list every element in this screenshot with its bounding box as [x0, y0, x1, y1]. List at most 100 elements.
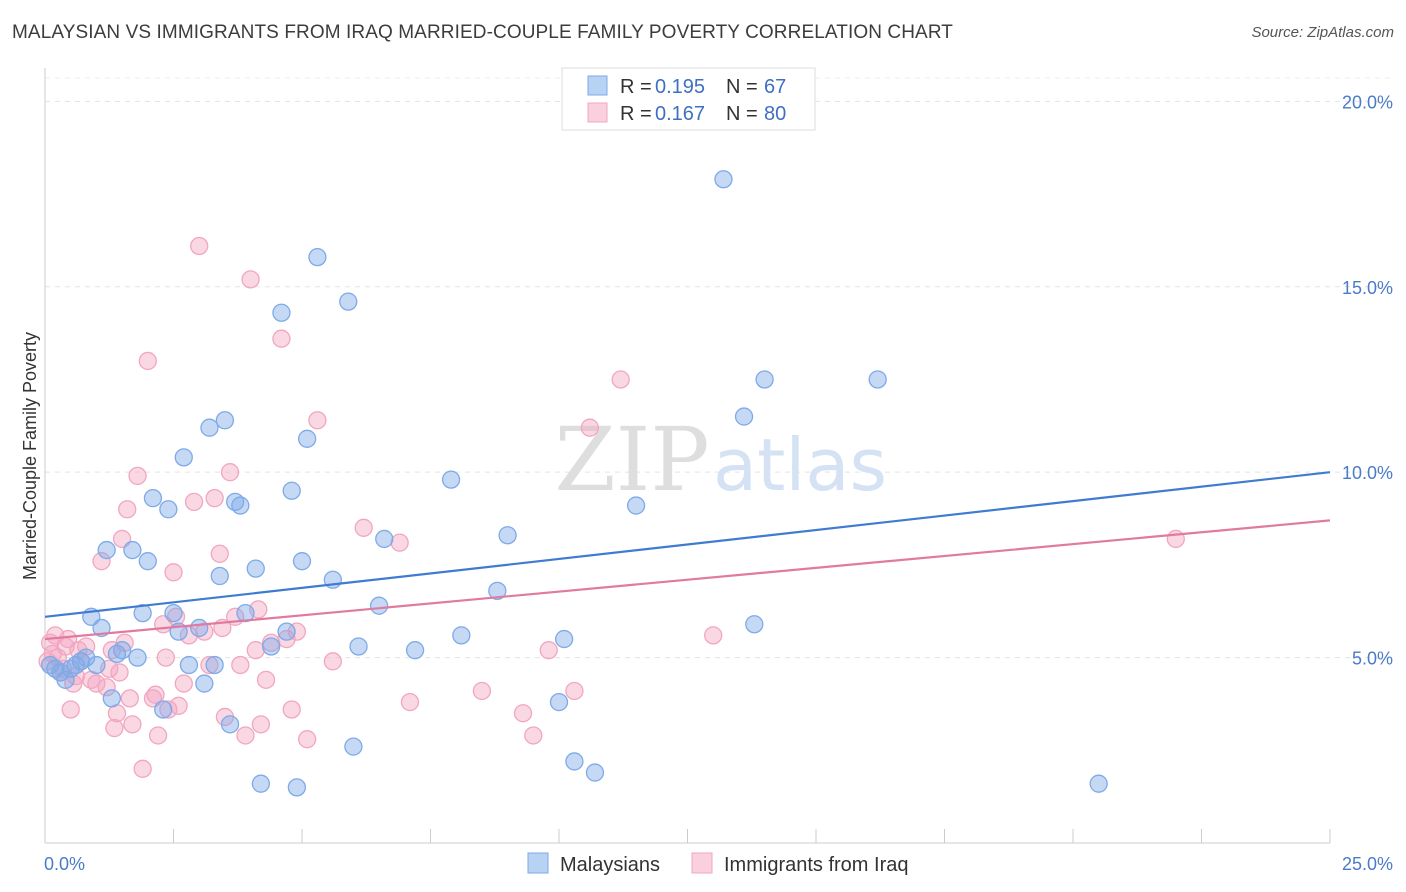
iraq-point-20 [138, 351, 157, 371]
stats-r-value-iraq: 0.167 [655, 103, 705, 125]
malaysian-point-44 [297, 429, 317, 448]
malaysian-point-65 [755, 370, 774, 389]
trend-lines [44, 471, 1331, 641]
iraq-point-61 [611, 370, 630, 389]
malaysian-point-52 [405, 641, 425, 660]
malaysian-point-34 [231, 496, 250, 515]
malaysian-point-32 [220, 715, 240, 734]
malaysian-point-24 [174, 448, 193, 467]
malaysian-point-40 [277, 622, 296, 641]
iraq-point-33 [205, 488, 224, 508]
iraq-point-76 [156, 648, 175, 667]
iraq-point-58 [539, 641, 558, 660]
iraq-point-36 [220, 463, 240, 482]
iraq-point-59 [565, 681, 584, 701]
iraq-point-69 [69, 641, 88, 660]
iraq-point-25 [164, 563, 183, 582]
iraq-point-60 [580, 418, 599, 437]
iraq-point-42 [251, 715, 271, 734]
iraq-point-18 [128, 466, 147, 486]
stats-r-label-malaysians: R = [620, 76, 652, 98]
stats-n-value-iraq: 80 [764, 103, 786, 125]
stats-n-label-iraq: N = [726, 103, 758, 125]
iraq-point-57 [524, 726, 543, 745]
malaysian-point-58 [554, 629, 574, 649]
malaysian-point-64 [745, 615, 764, 634]
iraq-point-75 [146, 685, 165, 704]
iraq-point-29 [184, 492, 204, 512]
bottom-legend: Malaysians Immigrants from Iraq [527, 852, 908, 876]
stats-n-label-malaysians: N = [726, 76, 758, 98]
y-tick-label-0: 5.0% [1352, 649, 1393, 669]
malaysian-point-57 [549, 692, 569, 712]
malaysian-point-62 [714, 170, 733, 189]
malaysian-point-41 [282, 481, 301, 500]
malaysian-point-59 [565, 752, 584, 771]
iraq-point-22 [148, 726, 168, 745]
malaysian-point-36 [246, 559, 265, 578]
x-tick-marks [44, 829, 1331, 843]
malaysian-point-11 [97, 540, 116, 560]
x-tick-label-max: 25.0% [1342, 854, 1393, 874]
malaysian-point-7 [76, 648, 96, 667]
x-tick-label-min: 0.0% [44, 854, 85, 874]
iraq-point-47 [282, 700, 301, 719]
iraq-point-40 [241, 270, 260, 289]
iraq-point-12 [97, 678, 116, 697]
iraq-point-48 [287, 622, 307, 641]
malaysian-point-53 [441, 470, 461, 489]
y-tick-label-3: 20.0% [1342, 92, 1393, 112]
malaysian-point-3 [56, 670, 75, 689]
malaysian-point-63 [734, 407, 754, 426]
iraq-point-16 [118, 500, 137, 519]
iraq-point-30 [190, 236, 209, 256]
malaysian-point-19 [143, 488, 163, 508]
iraq-point-51 [323, 652, 342, 671]
malaysian-point-37 [251, 774, 271, 793]
malaysian-point-67 [1089, 774, 1108, 793]
iraq-point-24 [159, 700, 178, 719]
malaysian-point-27 [195, 674, 214, 693]
iraq-point-11 [92, 552, 111, 571]
stats-legend: R = 0.195 N = 67 R = 0.167 N = 80 [561, 67, 816, 131]
malaysian-point-60 [585, 763, 605, 782]
stats-r-label-iraq: R = [620, 103, 652, 125]
iraq-point-32 [200, 655, 219, 675]
malaysian-point-38 [262, 637, 281, 656]
malaysian-point-26 [190, 618, 209, 638]
iraq-point-72 [110, 663, 129, 682]
malaysian-point-28 [200, 418, 219, 437]
iraq-point-43 [256, 670, 276, 689]
malaysian-point-55 [488, 581, 507, 600]
iraq-points [38, 236, 1185, 778]
malaysian-point-50 [369, 596, 389, 615]
malaysian-point-48 [344, 737, 363, 756]
stats-swatch-iraq [587, 102, 608, 123]
iraq-point-38 [231, 655, 250, 675]
y-tick-label-2: 15.0% [1342, 278, 1393, 298]
iraq-trend-line [44, 519, 1331, 641]
malaysian-point-56 [498, 526, 517, 545]
malaysian-point-12 [102, 689, 121, 708]
malaysian-point-30 [210, 566, 229, 586]
iraq-point-34 [210, 544, 229, 563]
watermark-atlas: atlas [713, 423, 887, 507]
iraq-point-50 [308, 411, 327, 430]
iraq-point-53 [390, 533, 409, 552]
malaysian-point-25 [179, 655, 199, 675]
malaysian-point-61 [626, 496, 646, 515]
malaysian-points [40, 170, 1108, 797]
malaysian-point-18 [138, 552, 157, 571]
malaysian-point-16 [128, 648, 147, 667]
malaysian-point-45 [308, 247, 327, 267]
iraq-point-45 [272, 329, 291, 348]
iraq-point-49 [297, 730, 317, 749]
malaysian-point-39 [272, 303, 291, 322]
legend-label-malaysians: Malaysians [560, 854, 660, 876]
malaysian-point-29 [205, 655, 224, 675]
stats-swatch-malaysians [587, 75, 608, 96]
iraq-point-39 [236, 726, 255, 745]
malaysian-point-9 [87, 655, 106, 675]
iraq-point-27 [174, 674, 193, 693]
source-label: Source: ZipAtlas.com [1251, 24, 1394, 41]
